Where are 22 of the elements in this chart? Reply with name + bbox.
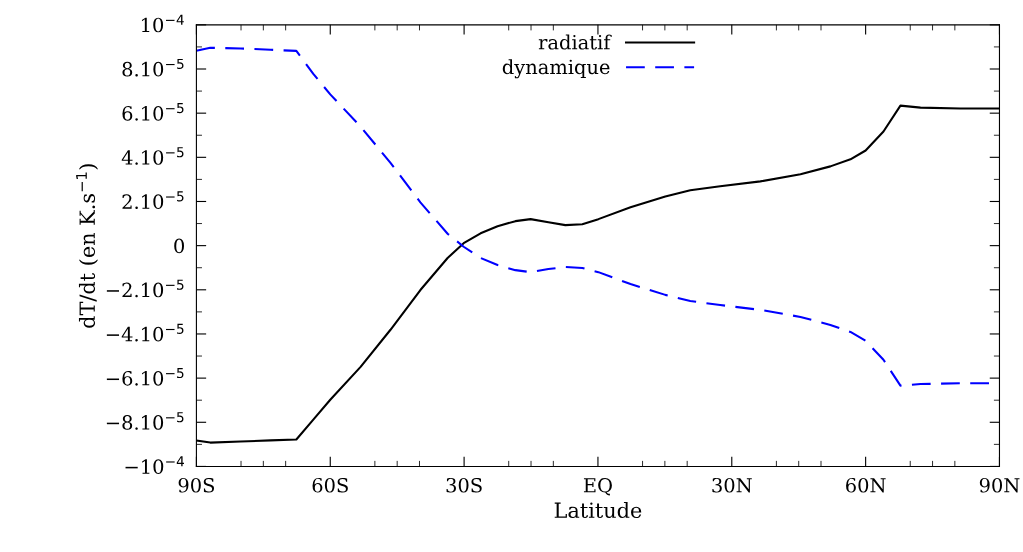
y-tick-label: 4.10$^{−5}$	[121, 147, 184, 165]
y-tick-label: 8.10$^{−5}$	[122, 58, 184, 77]
y-tick-label: −8.10$^{−5}$	[106, 412, 184, 430]
x-tick-label: 90N	[979, 477, 1020, 493]
x-tick-label: 60N	[846, 477, 886, 493]
x-axis-title: Latitude	[554, 501, 642, 519]
x-tick-label: 60S	[312, 477, 348, 493]
y-tick-label: −6.10$^{−5}$	[106, 368, 184, 386]
x-tick-label: 90S	[178, 477, 215, 493]
y-tick-label: −10$^{−4}$	[125, 456, 184, 474]
x-tick-label: EQ	[583, 477, 612, 496]
x-tick-label: 30S	[446, 477, 482, 493]
y-tick-label: −2.10$^{−5}$	[106, 279, 184, 298]
y-axis-title: dT/dt (en K.s$^{−1}$)	[76, 164, 99, 328]
y-tick-label: 2.10$^{−5}$	[122, 191, 184, 210]
y-tick-label: −4.10$^{−5}$	[106, 323, 184, 342]
legend-label: dynamique	[502, 59, 610, 79]
legend-label: radiatif	[538, 34, 612, 50]
x-tick-label: 30N	[712, 477, 752, 493]
y-tick-label: 6.10$^{−5}$	[122, 103, 184, 121]
y-tick-label: 0	[174, 238, 185, 254]
y-tick-label: 10$^{−4}$	[141, 14, 184, 33]
